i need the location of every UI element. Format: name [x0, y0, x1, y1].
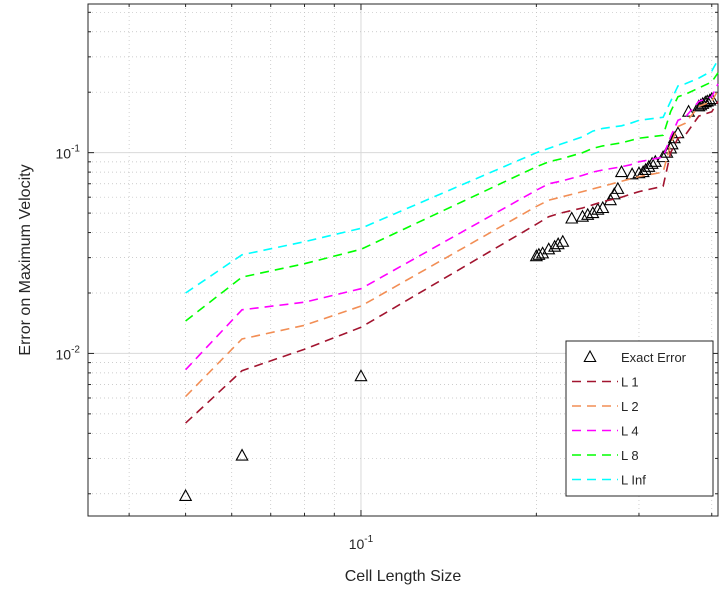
- tick-exponent: -2: [71, 344, 80, 355]
- data-point-triangle: [542, 242, 556, 255]
- legend-item: Exact Error: [583, 349, 687, 365]
- legend: Exact Error L 1 L 2 L 4 L 8 L Inf: [565, 340, 714, 497]
- series-l-4: [185, 83, 719, 371]
- data-point-triangle: [591, 202, 605, 215]
- data-point-triangle: [656, 149, 670, 163]
- data-point-triangle: [354, 369, 368, 382]
- data-point-triangle: [611, 181, 625, 194]
- tick-base: 10: [349, 536, 365, 552]
- data-point-triangle: [535, 246, 550, 259]
- data-point-triangle: [705, 91, 719, 105]
- data-point-triangle: [565, 211, 579, 224]
- legend-box: [565, 340, 714, 497]
- legend-item: L 2: [572, 399, 639, 414]
- tick-base: 10: [56, 346, 72, 362]
- series-l-8: [185, 72, 719, 322]
- data-point-triangle: [660, 145, 674, 158]
- series-line: [185, 100, 719, 424]
- series-group: [178, 59, 719, 502]
- series-line: [185, 83, 719, 371]
- data-point-triangle: [632, 166, 646, 179]
- data-point-triangle: [698, 95, 712, 108]
- legend-label: L 2: [621, 399, 639, 414]
- data-point-triangle: [556, 234, 570, 247]
- data-point-triangle: [178, 488, 193, 502]
- series-line: [185, 72, 719, 322]
- axis-ticks: 10-110-210-1: [56, 4, 718, 552]
- y-tick-label: 10-1: [56, 144, 81, 162]
- legend-item: L 1: [572, 375, 639, 390]
- legend-item: L 4: [572, 424, 639, 439]
- tick-exponent: -1: [364, 534, 373, 545]
- legend-item: L Inf: [572, 473, 646, 488]
- data-point-triangle: [596, 200, 610, 214]
- tick-base: 10: [56, 146, 72, 162]
- data-point-triangle: [586, 205, 600, 219]
- legend-label: L 4: [621, 424, 639, 439]
- x-tick-label: 10-1: [349, 534, 374, 552]
- series-line: [185, 89, 719, 398]
- series-l-1: [185, 100, 719, 424]
- data-point-triangle: [575, 209, 590, 222]
- legend-marker-triangle: [583, 349, 597, 363]
- series-l-2: [185, 89, 719, 398]
- data-point-triangle: [638, 162, 653, 176]
- legend-item: L 8: [572, 448, 639, 463]
- legend-label: L Inf: [621, 473, 646, 488]
- data-point-triangle: [235, 448, 249, 461]
- data-point-triangle: [551, 237, 565, 250]
- data-point-triangle: [700, 94, 714, 107]
- tick-exponent: -1: [71, 144, 80, 155]
- data-point-triangle: [645, 156, 659, 169]
- data-point-triangle: [614, 164, 629, 178]
- y-axis-label: Error on Maximum Velocity: [17, 164, 34, 355]
- legend-label: Exact Error: [621, 350, 687, 365]
- plot-area: [87, 3, 719, 517]
- legend-label: L 8: [621, 448, 639, 463]
- data-point-triangle: [581, 207, 595, 220]
- legend-label: L 1: [621, 375, 639, 390]
- data-point-triangle: [532, 247, 546, 260]
- y-tick-label: 10-2: [56, 344, 81, 362]
- x-axis-label: Cell Length Size: [345, 568, 462, 585]
- data-point-triangle: [529, 249, 543, 262]
